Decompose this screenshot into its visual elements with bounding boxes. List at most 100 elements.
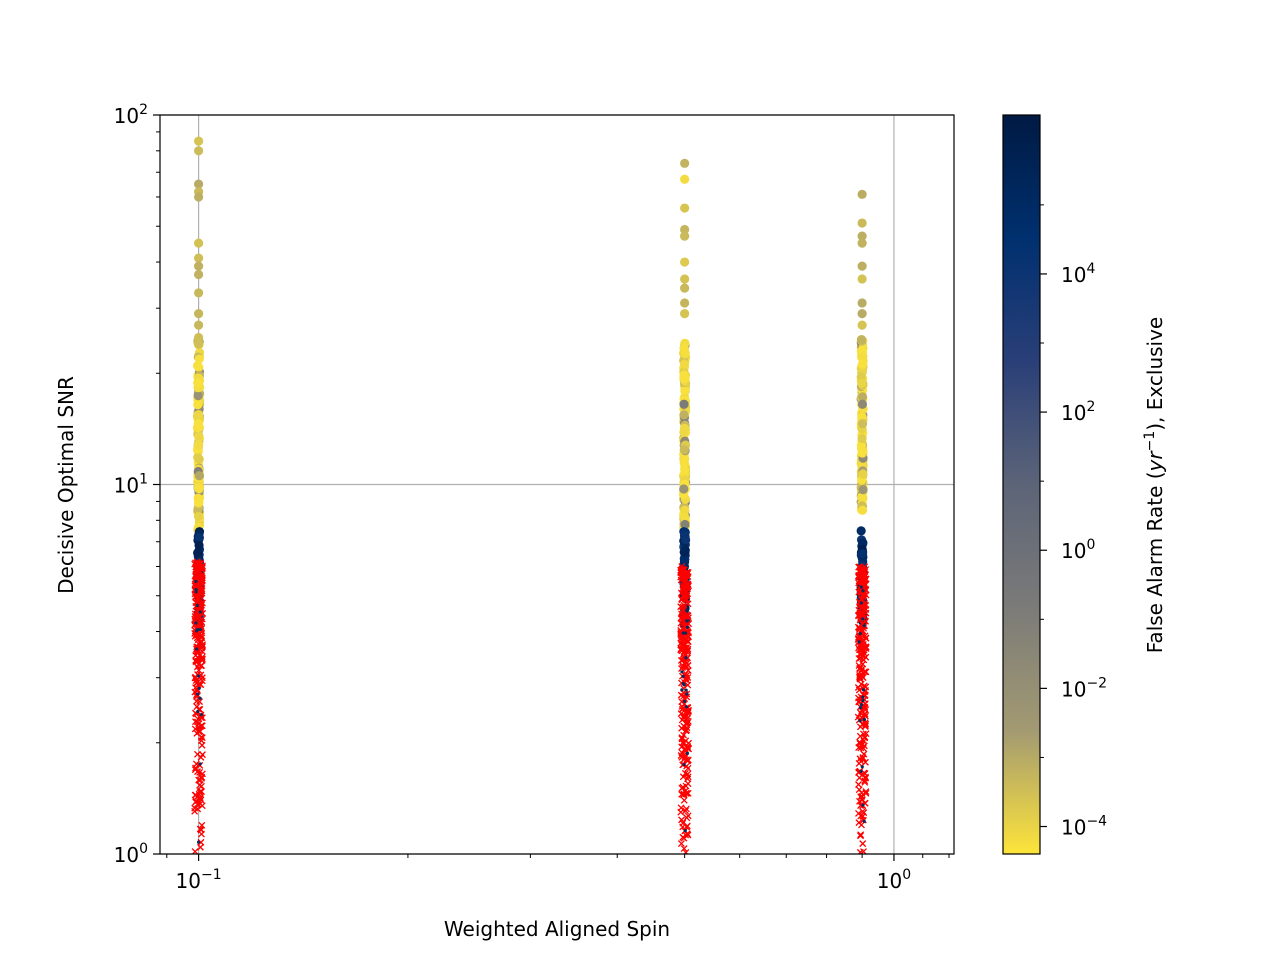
- data-point: [857, 491, 867, 502]
- missed-point: [862, 566, 870, 574]
- data-point: [857, 261, 867, 271]
- colorbar-label-main: False Alarm Rate (: [1143, 471, 1167, 653]
- missed-point: [860, 656, 868, 664]
- missed-point: [684, 708, 692, 716]
- data-point: [680, 513, 690, 523]
- data-point: [679, 359, 690, 369]
- missed-point: [680, 845, 688, 853]
- data-point: [198, 610, 202, 614]
- data-point: [195, 603, 199, 608]
- data-point: [682, 762, 686, 767]
- data-point: [682, 699, 687, 704]
- data-point: [679, 457, 689, 467]
- missed-point: [862, 601, 870, 609]
- data-point: [680, 505, 690, 515]
- missed-point: [859, 807, 867, 815]
- missed-point: [194, 805, 202, 813]
- missed-point: [678, 633, 686, 641]
- missed-point: [856, 665, 864, 673]
- data-point: [196, 840, 201, 844]
- missed-point: [196, 843, 204, 851]
- missed-point: [684, 661, 692, 669]
- data-point: [858, 485, 868, 495]
- missed-point: [196, 781, 204, 789]
- missed-point: [681, 569, 689, 577]
- data-point: [857, 399, 868, 409]
- missed-point: [684, 600, 692, 608]
- colorbar: [1002, 114, 1041, 855]
- data-point: [862, 717, 867, 722]
- missed-point: [195, 776, 203, 784]
- grid: [160, 114, 954, 855]
- colorbar-ticks: 10−4 10−2 100 102 104: [1040, 204, 1107, 840]
- data-point: [861, 617, 865, 621]
- missed-point: [195, 654, 203, 662]
- y-axis-ticks: 100 101 102: [114, 102, 160, 867]
- data-point: [859, 585, 863, 589]
- data-point: [680, 309, 690, 319]
- data-point: [680, 224, 690, 235]
- missed-point: [857, 709, 865, 717]
- data-point: [857, 189, 867, 199]
- data-point: [857, 238, 867, 248]
- data-point: [856, 526, 866, 536]
- missed-point: [196, 564, 204, 572]
- missed-point: [857, 744, 865, 752]
- data-point: [680, 519, 690, 530]
- data-point: [858, 469, 868, 479]
- missed-point: [857, 802, 865, 810]
- missed-point: [684, 789, 692, 797]
- data-point: [685, 692, 689, 696]
- missed-point: [862, 668, 870, 676]
- data-point: [194, 471, 204, 481]
- data-point: [857, 411, 867, 422]
- data-point: [856, 335, 867, 345]
- data-point: [858, 632, 862, 636]
- missed-point: [862, 789, 870, 797]
- data-point: [680, 174, 690, 184]
- colorbar-label: False Alarm Rate (yr−1), Exclusive: [1142, 317, 1167, 653]
- missed-point: [855, 655, 863, 663]
- data-point: [193, 419, 203, 429]
- colorbar-tick-label: 100: [1061, 537, 1095, 563]
- missed-point: [862, 758, 869, 766]
- data-point: [194, 146, 204, 156]
- missed-point: [680, 731, 688, 739]
- data-points: [191, 136, 870, 854]
- missed-point: [680, 796, 688, 804]
- missed-point: [855, 686, 863, 694]
- missed-point: [681, 594, 689, 602]
- colorbar-tick-label: 10−2: [1061, 675, 1107, 701]
- x-axis-ticks: 10−1 100: [166, 854, 950, 893]
- data-point: [194, 440, 204, 450]
- missed-point: [191, 725, 199, 733]
- data-point: [683, 631, 688, 635]
- data-point: [858, 705, 863, 710]
- missed-point: [683, 648, 691, 656]
- data-point: [680, 688, 684, 692]
- data-point: [685, 751, 690, 755]
- data-point: [679, 343, 689, 353]
- data-point: [679, 423, 690, 433]
- missed-point: [856, 848, 864, 854]
- data-point: [194, 332, 204, 343]
- data-point: [684, 705, 689, 709]
- data-point: [857, 448, 867, 458]
- data-point: [680, 386, 690, 396]
- missed-point: [192, 798, 200, 806]
- data-point: [859, 769, 863, 773]
- missed-point: [858, 648, 866, 656]
- data-point: [194, 192, 204, 202]
- data-point: [198, 696, 202, 700]
- missed-point: [682, 807, 689, 815]
- missed-point: [196, 589, 204, 597]
- missed-point: [196, 800, 204, 808]
- data-point: [194, 621, 198, 625]
- data-point: [680, 257, 690, 267]
- data-point: [193, 511, 204, 522]
- x-tick-label: 100: [877, 867, 911, 893]
- data-point: [193, 483, 203, 493]
- data-point: [194, 253, 204, 263]
- missed-point: [855, 588, 863, 596]
- data-point: [857, 505, 868, 515]
